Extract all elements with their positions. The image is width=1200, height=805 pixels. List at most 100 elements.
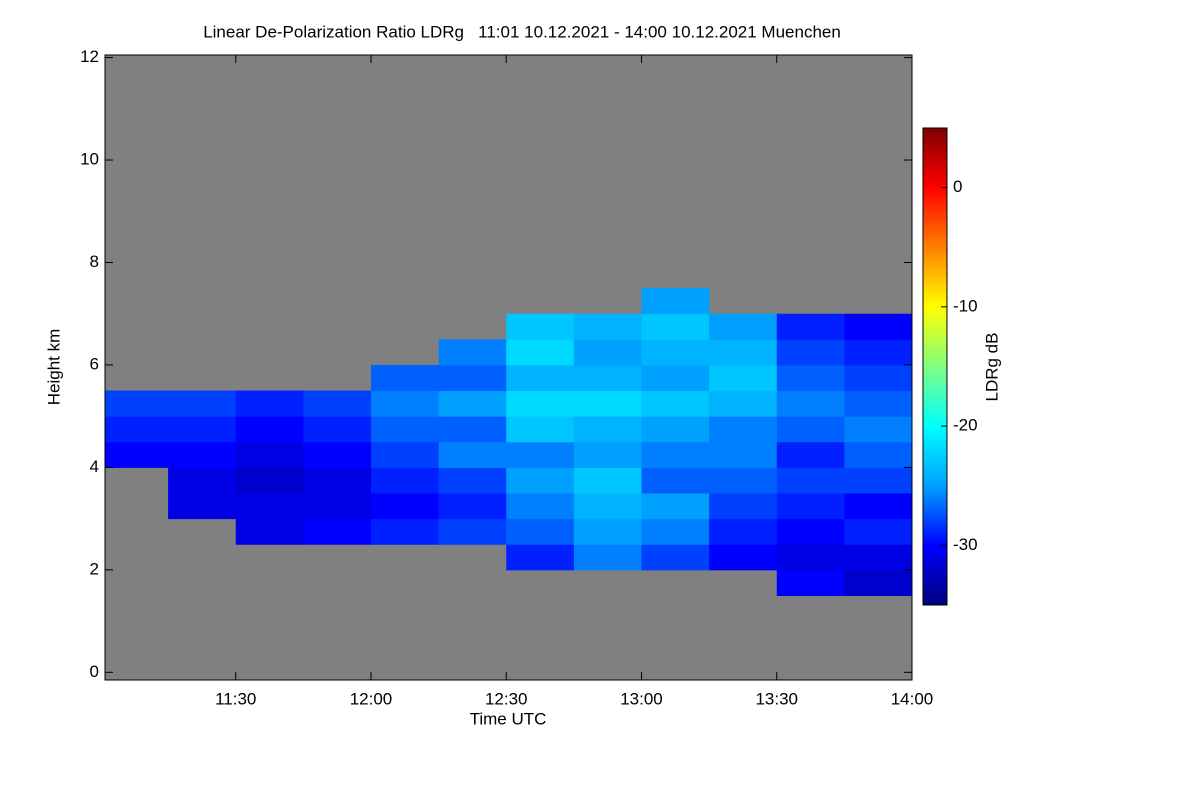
heat-cell	[844, 518, 912, 545]
heat-cell	[776, 313, 845, 340]
heat-cell	[709, 493, 778, 520]
heat-cell	[844, 416, 912, 443]
heat-cell	[844, 313, 912, 340]
heat-cell	[168, 390, 237, 417]
heat-cell	[235, 441, 304, 468]
heat-cell	[641, 313, 710, 340]
y-tick-label: 6	[90, 354, 99, 373]
heat-cell	[573, 416, 642, 443]
heat-cell	[506, 390, 575, 417]
heat-cell	[709, 313, 778, 340]
heat-cell	[844, 441, 912, 468]
heat-cell	[709, 364, 778, 392]
colorbar-tick-label: 0	[953, 177, 962, 196]
x-tick-label: 13:30	[755, 689, 798, 708]
heat-cell	[235, 467, 304, 494]
heat-cell	[438, 493, 507, 520]
heat-cell	[573, 441, 642, 468]
colorbar-tick-label: -20	[953, 416, 978, 435]
heat-cell	[776, 416, 845, 443]
heat-cell	[709, 390, 778, 417]
heat-cell	[438, 467, 507, 494]
heat-cell	[573, 493, 642, 520]
x-axis-label: Time UTC	[470, 709, 547, 728]
x-tick-label: 12:00	[350, 689, 393, 708]
heat-cell	[776, 518, 845, 545]
heat-cell	[641, 390, 710, 417]
heat-cell	[641, 467, 710, 494]
heat-cell	[370, 441, 440, 468]
heat-cell	[776, 569, 845, 596]
heat-cell	[370, 364, 440, 392]
colorbar-label: LDRg dB	[982, 333, 1001, 402]
colorbar-tick-label: -10	[953, 296, 978, 315]
heat-cell	[776, 441, 845, 468]
heat-cell	[506, 339, 575, 366]
heat-cell	[844, 339, 912, 366]
heat-cell	[709, 518, 778, 545]
heat-cell	[506, 518, 575, 545]
heat-cell	[506, 313, 575, 340]
heat-cell	[370, 467, 440, 494]
x-tick-label: 12:30	[485, 689, 528, 708]
y-tick-label: 4	[90, 457, 99, 476]
heat-cell	[573, 390, 642, 417]
heat-cell	[438, 518, 507, 545]
plot-frame	[104, 54, 913, 681]
heat-cell	[303, 416, 372, 443]
heat-cell	[709, 416, 778, 443]
heat-cell	[573, 339, 642, 366]
heat-cell	[438, 390, 507, 417]
heat-cell	[438, 339, 507, 366]
heat-cell	[303, 518, 372, 545]
heat-cell	[506, 493, 575, 520]
heat-cell	[776, 364, 845, 392]
heat-cell	[573, 313, 642, 340]
y-tick-label: 10	[80, 150, 99, 169]
heat-cell	[438, 441, 507, 468]
heat-cell	[506, 364, 575, 392]
heat-cell	[168, 441, 237, 468]
heat-cell	[776, 493, 845, 520]
heat-cell	[709, 441, 778, 468]
heat-cell	[844, 493, 912, 520]
heat-cell	[641, 288, 710, 315]
heat-cell	[105, 416, 169, 443]
heat-cell	[370, 416, 440, 443]
heat-cell	[641, 364, 710, 392]
heat-cell	[573, 518, 642, 545]
heat-cell	[303, 493, 372, 520]
heat-cell	[370, 390, 440, 417]
y-tick-label: 8	[90, 252, 99, 271]
heat-cell	[844, 544, 912, 571]
heat-cell	[235, 390, 304, 417]
heat-cell	[506, 416, 575, 443]
heat-cell	[235, 518, 304, 545]
heat-cell	[641, 416, 710, 443]
heat-cell	[776, 390, 845, 417]
heat-cell	[168, 493, 237, 520]
chart-title: Linear De-Polarization Ratio LDRg 11:01 …	[203, 22, 841, 41]
x-tick-label: 14:00	[891, 689, 934, 708]
y-tick-label: 12	[80, 47, 99, 66]
heat-cell	[235, 493, 304, 520]
heat-cell	[776, 544, 845, 571]
heat-cell	[303, 467, 372, 494]
heat-cell	[641, 544, 710, 571]
x-tick-label: 13:00	[620, 689, 663, 708]
heatmap	[105, 288, 912, 596]
heat-cell	[709, 339, 778, 366]
heat-cell	[641, 339, 710, 366]
y-axis-label: Height km	[44, 329, 63, 406]
heat-cell	[844, 569, 912, 596]
heat-cell	[105, 390, 169, 417]
heat-cell	[844, 364, 912, 392]
colorbar	[922, 127, 948, 606]
y-tick-label: 0	[90, 662, 99, 681]
heat-cell	[641, 441, 710, 468]
heat-cell	[303, 441, 372, 468]
heat-cell	[438, 416, 507, 443]
heat-cell	[641, 518, 710, 545]
heat-cell	[235, 416, 304, 443]
